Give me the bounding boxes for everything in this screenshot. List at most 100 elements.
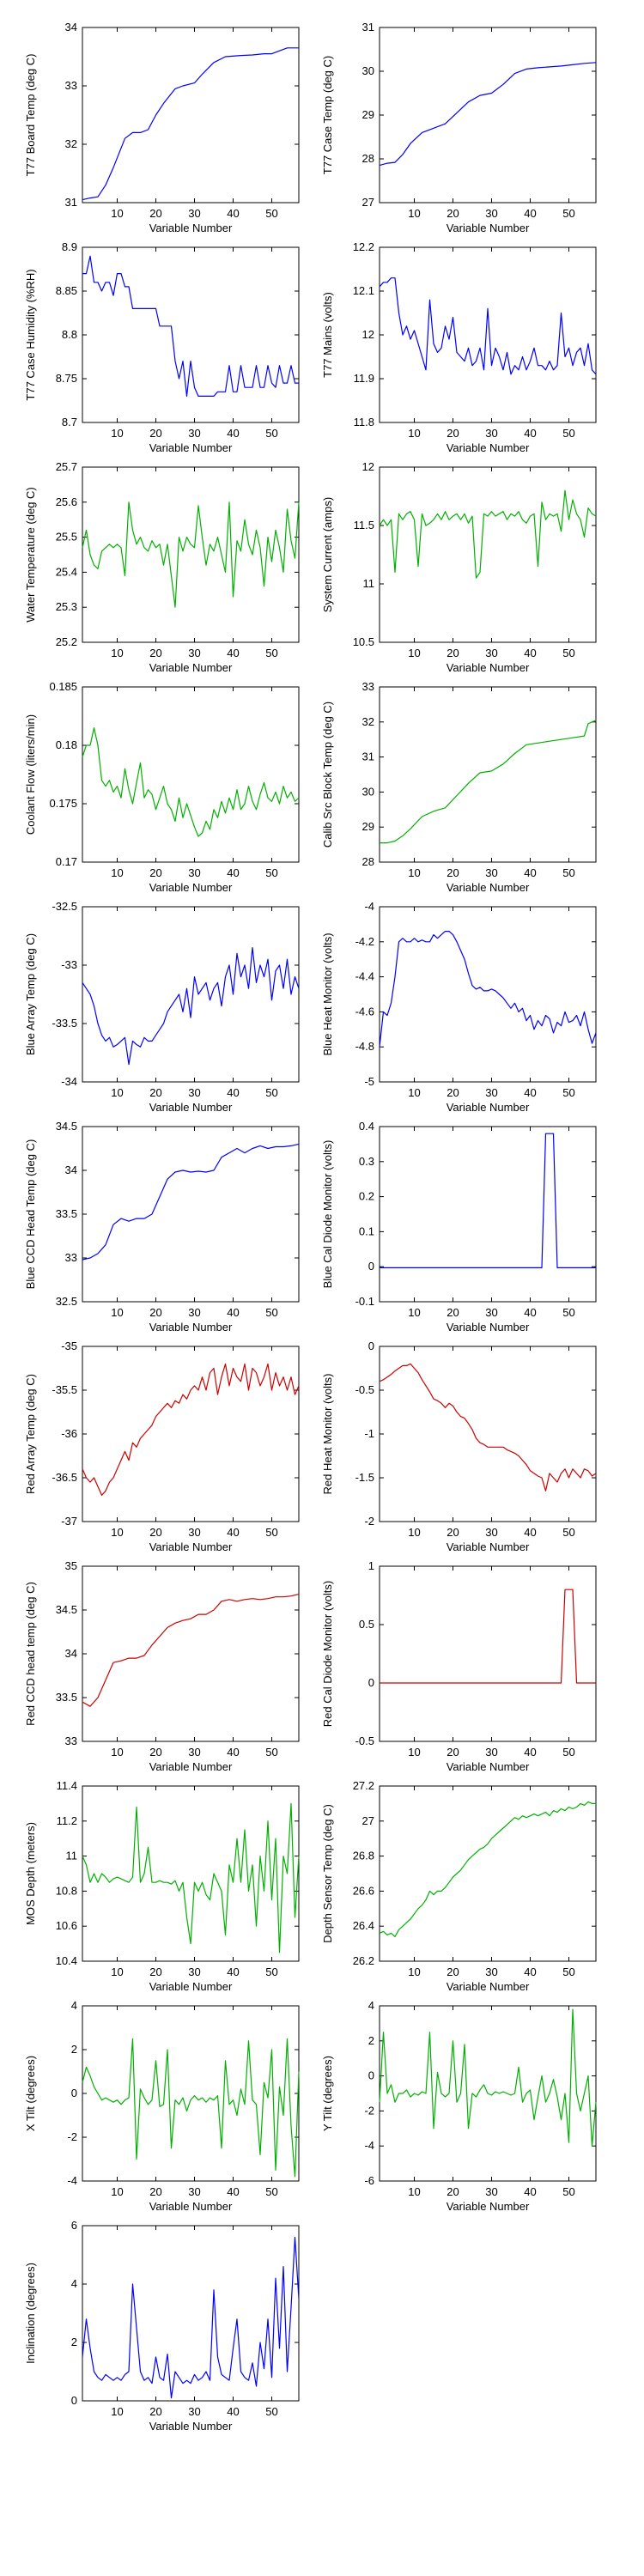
series-line xyxy=(380,1133,596,1269)
y-tick-label: 2 xyxy=(71,2336,77,2348)
y-tick-label: 26.6 xyxy=(353,1884,374,1897)
y-tick-label: 0.17 xyxy=(56,855,77,868)
x-tick-label: 40 xyxy=(227,647,239,659)
y-tick-label: 0.185 xyxy=(49,680,77,693)
x-tick-label: 10 xyxy=(408,1306,420,1319)
y-tick-label: 8.85 xyxy=(56,284,77,297)
x-tick-label: 20 xyxy=(447,2185,459,2198)
series-line xyxy=(82,2038,300,2178)
y-axis-label: Red Array Temp (deg C) xyxy=(24,1374,37,1494)
chart-panel-10: -5 -4.8 -4.6 -4.4 -4.2 -4 10 20 30 40 50 Variable N… xyxy=(321,900,597,1114)
y-tick-label: 34 xyxy=(65,21,77,33)
x-tick-label: 10 xyxy=(408,2185,420,2198)
y-tick-label: 2 xyxy=(368,2034,374,2047)
y-tick-label: 27 xyxy=(362,196,374,209)
x-tick-label: 50 xyxy=(265,1746,277,1759)
y-tick-label: 27 xyxy=(362,1814,374,1827)
x-axis-label: Variable Number xyxy=(447,222,530,234)
x-axis-label: Variable Number xyxy=(447,441,530,454)
y-tick-label: 33 xyxy=(65,79,77,92)
x-tick-label: 50 xyxy=(562,1306,574,1319)
x-tick-label: 40 xyxy=(524,647,536,659)
y-tick-label: 31 xyxy=(362,750,374,763)
x-tick-label: 50 xyxy=(562,1965,574,1978)
y-tick-label: -4.4 xyxy=(355,970,374,983)
plot-frame xyxy=(379,1785,597,1962)
x-axis-label: Variable Number xyxy=(149,661,233,674)
x-tick-label: 30 xyxy=(188,1306,200,1319)
x-tick-label: 50 xyxy=(265,647,277,659)
y-tick-label: 0.4 xyxy=(359,1120,374,1133)
chart-panel-17: 10.4 10.6 10.8 11 11.2 11.4 10 20 30 40 50 Variable… xyxy=(24,1779,300,1993)
series-line xyxy=(379,277,597,375)
x-tick-label: 10 xyxy=(111,1965,123,1978)
y-tick-label: 25.2 xyxy=(56,635,77,648)
y-tick-label: 4 xyxy=(71,2277,77,2290)
x-tick-label: 30 xyxy=(485,1526,497,1539)
y-tick-label: 11.8 xyxy=(354,416,374,428)
y-tick-label: 30 xyxy=(362,785,374,798)
y-tick-label: 34 xyxy=(65,1647,77,1660)
x-tick-label: 50 xyxy=(265,1306,277,1319)
x-tick-label: 30 xyxy=(485,647,497,659)
y-tick-label: 12 xyxy=(362,460,374,473)
y-axis-label: Blue CCD Head Temp (deg C) xyxy=(24,1139,37,1290)
x-tick-label: 20 xyxy=(447,1306,459,1319)
x-tick-label: 20 xyxy=(447,1526,459,1539)
x-tick-label: 10 xyxy=(111,2185,123,2198)
x-tick-label: 50 xyxy=(562,2185,574,2198)
x-tick-label: 10 xyxy=(111,1746,123,1759)
y-tick-label: 8.75 xyxy=(56,372,77,385)
y-tick-label: 11 xyxy=(363,577,375,590)
y-axis-label: MOS Depth (meters) xyxy=(24,1822,37,1925)
x-tick-label: 40 xyxy=(227,2405,239,2418)
x-tick-label: 40 xyxy=(227,1965,239,1978)
x-axis-label: Variable Number xyxy=(447,1540,530,1553)
x-tick-label: 20 xyxy=(149,427,161,440)
y-tick-label: -35 xyxy=(61,1340,77,1352)
y-tick-label: 10.8 xyxy=(56,1884,77,1897)
chart-panel-3: 8.7 8.75 8.8 8.85 8.9 10 20 30 40 50 Variable Numb… xyxy=(24,240,300,454)
x-tick-label: 10 xyxy=(111,1306,123,1319)
y-tick-label: 32.5 xyxy=(56,1295,77,1308)
x-tick-label: 50 xyxy=(562,1086,574,1099)
x-tick-label: 20 xyxy=(447,207,459,220)
y-tick-label: 8.8 xyxy=(62,328,77,341)
x-tick-label: 50 xyxy=(265,427,277,440)
y-axis-label: Depth Sensor Temp (deg C) xyxy=(321,1804,334,1943)
y-axis-label: Blue Heat Monitor (volts) xyxy=(321,933,334,1055)
series-line xyxy=(379,2008,597,2147)
chart-panel-6: 10.5 11 11.5 12 10 20 30 40 50 Variable Number Sys… xyxy=(321,460,597,674)
series-line xyxy=(82,726,300,837)
x-tick-label: 30 xyxy=(188,2405,200,2418)
x-tick-label: 40 xyxy=(227,1746,239,1759)
plot-frame xyxy=(379,686,597,863)
x-axis-label: Variable Number xyxy=(149,1980,233,1993)
y-tick-label: -4 xyxy=(364,2139,374,2152)
y-tick-label: 33 xyxy=(362,680,374,693)
y-tick-label: 0 xyxy=(368,1340,374,1352)
series-line xyxy=(82,1143,300,1261)
x-tick-label: 20 xyxy=(447,1086,459,1099)
y-tick-label: 8.9 xyxy=(62,240,77,253)
chart-panel-21: 0 2 4 6 10 20 30 40 50 Variable Number Inclination… xyxy=(24,2219,300,2433)
x-tick-label: 10 xyxy=(111,427,123,440)
x-tick-label: 50 xyxy=(265,1086,277,1099)
y-tick-label: -4.2 xyxy=(355,935,374,948)
series-line xyxy=(82,2237,300,2399)
y-tick-label: 1 xyxy=(368,1559,374,1572)
series-line xyxy=(380,1589,596,1684)
x-tick-label: 40 xyxy=(227,1306,239,1319)
chart-panel-9: -34 -33.5 -33 -32.5 10 20 30 40 50 Variable Numbe… xyxy=(24,900,300,1114)
chart-panel-7: 0.17 0.175 0.18 0.185 10 20 30 40 50 Variable Num… xyxy=(24,680,300,894)
y-tick-label: 33.5 xyxy=(56,1207,77,1220)
x-axis-label: Variable Number xyxy=(447,1101,530,1114)
x-axis-label: Variable Number xyxy=(149,222,233,234)
y-tick-label: 0.1 xyxy=(359,1224,374,1237)
y-tick-label: 12 xyxy=(362,328,374,341)
x-tick-label: 20 xyxy=(447,1965,459,1978)
y-tick-label: 11.2 xyxy=(57,1814,77,1827)
series-line xyxy=(379,1363,597,1492)
y-tick-label: 25.6 xyxy=(56,495,77,508)
